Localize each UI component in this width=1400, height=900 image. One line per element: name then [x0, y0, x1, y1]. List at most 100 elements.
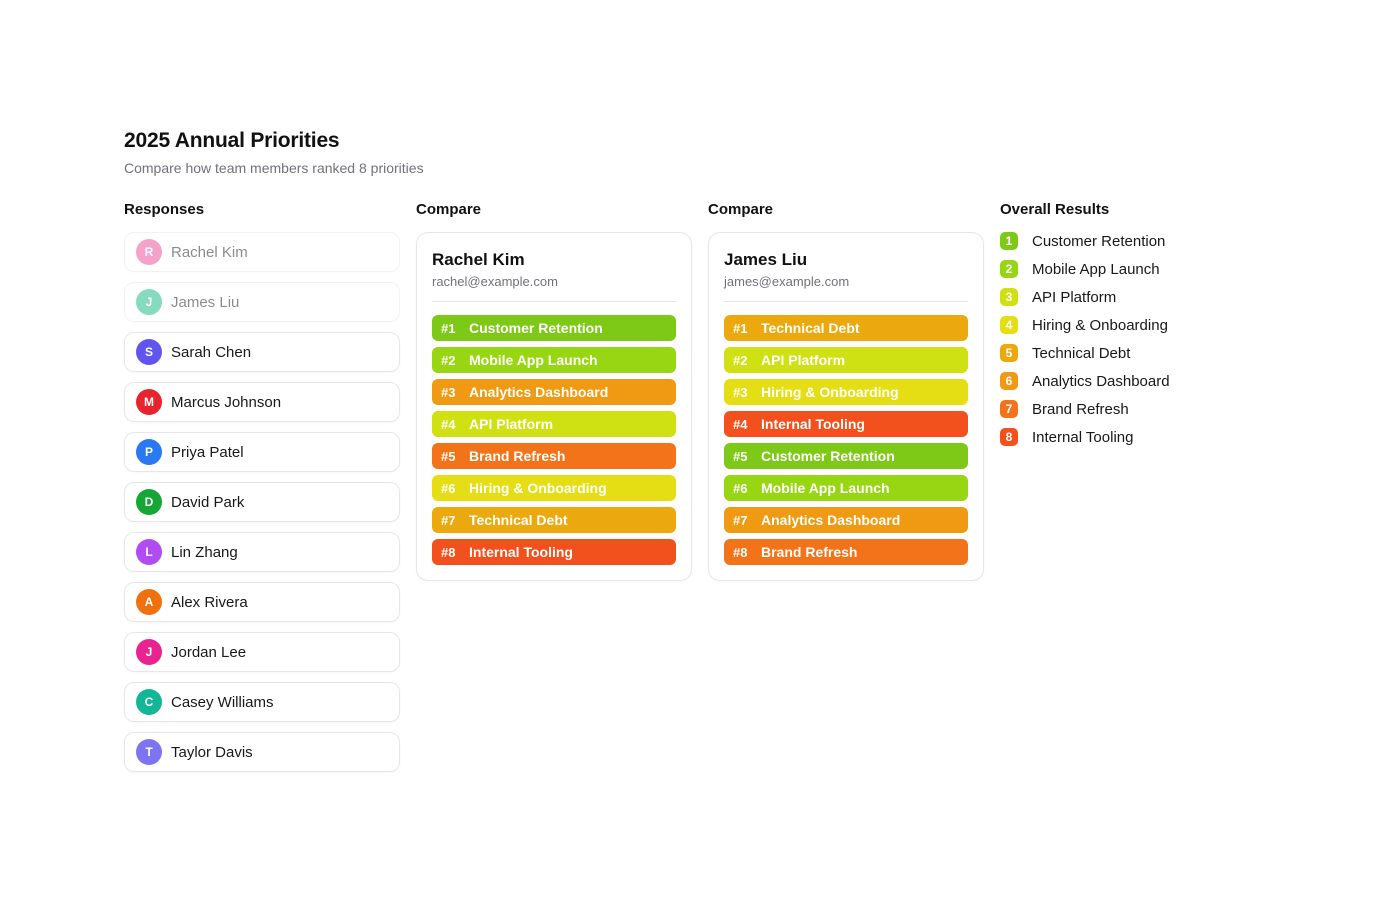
member-row-rachel-kim[interactable]: R Rachel Kim [124, 232, 400, 272]
priority-label: Brand Refresh [469, 448, 566, 464]
member-row-priya-patel[interactable]: P Priya Patel [124, 432, 400, 472]
overall-result-item: 2 Mobile App Launch [1000, 260, 1292, 278]
priority-label: Brand Refresh [1032, 400, 1129, 418]
priority-label: Internal Tooling [1032, 428, 1134, 446]
rank-number: #7 [733, 512, 748, 528]
member-list: R Rachel Kim J James Liu S Sarah Chen M … [124, 232, 400, 772]
rank-badge: 5 [1000, 344, 1018, 362]
priority-label: Customer Retention [761, 448, 895, 464]
member-name: Alex Rivera [171, 593, 248, 611]
rank-bar: #6 Hiring & Onboarding [432, 475, 676, 501]
overall-result-item: 8 Internal Tooling [1000, 428, 1292, 446]
priority-label: API Platform [761, 352, 846, 368]
rank-number: #7 [441, 512, 456, 528]
priority-label: Hiring & Onboarding [761, 384, 899, 400]
priority-label: Analytics Dashboard [761, 512, 901, 528]
member-row-james-liu[interactable]: J James Liu [124, 282, 400, 322]
rank-badge: 2 [1000, 260, 1018, 278]
rank-bar: #4 Internal Tooling [724, 411, 968, 437]
member-name: Priya Patel [171, 443, 244, 461]
member-name: Jordan Lee [171, 643, 247, 661]
rank-bar: #3 Hiring & Onboarding [724, 379, 968, 405]
avatar: R [136, 239, 162, 265]
member-row-marcus-johnson[interactable]: M Marcus Johnson [124, 382, 400, 422]
avatar: P [136, 439, 162, 465]
overall-result-item: 4 Hiring & Onboarding [1000, 316, 1292, 334]
rank-number: #2 [441, 352, 456, 368]
rank-number: #6 [733, 480, 748, 496]
compare-header-2: Compare [708, 201, 774, 218]
divider [724, 301, 968, 302]
overall-results-column: Overall Results 1 Customer Retention 2 M… [1000, 202, 1292, 456]
avatar: C [136, 689, 162, 715]
compare-column-1: Compare Rachel Kim rachel@example.com #1… [416, 202, 692, 581]
compare-column-2: Compare James Liu james@example.com #1 T… [708, 202, 984, 581]
rank-number: #5 [441, 448, 456, 464]
avatar: T [136, 739, 162, 765]
member-row-david-park[interactable]: D David Park [124, 482, 400, 522]
member-name: Casey Williams [171, 693, 274, 711]
avatar: A [136, 589, 162, 615]
priority-label: Brand Refresh [761, 544, 858, 560]
priority-label: API Platform [469, 416, 554, 432]
avatar: M [136, 389, 162, 415]
member-row-jordan-lee[interactable]: J Jordan Lee [124, 632, 400, 672]
rank-bar: #6 Mobile App Launch [724, 475, 968, 501]
rank-badge: 3 [1000, 288, 1018, 306]
rank-number: #8 [733, 544, 748, 560]
member-name: Sarah Chen [171, 343, 252, 361]
rank-bar: #8 Brand Refresh [724, 539, 968, 565]
member-name: James Liu [171, 293, 240, 311]
rank-number: #2 [733, 352, 748, 368]
member-row-casey-williams[interactable]: C Casey Williams [124, 682, 400, 722]
responses-column: Responses R Rachel Kim J James Liu S Sar… [124, 202, 400, 782]
compare-header-1: Compare [416, 201, 482, 218]
priority-label: Analytics Dashboard [1032, 372, 1170, 390]
member-row-lin-zhang[interactable]: L Lin Zhang [124, 532, 400, 572]
responses-header: Responses [124, 201, 205, 218]
priority-label: Hiring & Onboarding [1032, 316, 1168, 334]
member-name: Rachel Kim [171, 243, 248, 261]
rank-bar: #1 Technical Debt [724, 315, 968, 341]
rank-number: #3 [441, 384, 456, 400]
rank-number: #6 [441, 480, 456, 496]
avatar: S [136, 339, 162, 365]
divider [432, 301, 676, 302]
avatar: D [136, 489, 162, 515]
member-row-taylor-davis[interactable]: T Taylor Davis [124, 732, 400, 772]
overall-result-item: 1 Customer Retention [1000, 232, 1292, 250]
card-email: james@example.com [724, 274, 850, 289]
overall-result-item: 3 API Platform [1000, 288, 1292, 306]
rank-number: #8 [441, 544, 456, 560]
rank-badge: 4 [1000, 316, 1018, 334]
rank-badge: 1 [1000, 232, 1018, 250]
columns: Responses R Rachel Kim J James Liu S Sar… [124, 202, 1292, 782]
member-row-alex-rivera[interactable]: A Alex Rivera [124, 582, 400, 622]
rank-bar: #1 Customer Retention [432, 315, 676, 341]
ranking-list: #1 Technical Debt #2 API Platform #3 Hir… [724, 315, 968, 565]
rank-bar: #2 API Platform [724, 347, 968, 373]
member-name: Taylor Davis [171, 743, 253, 761]
priority-label: Mobile App Launch [1032, 260, 1160, 278]
card-name: James Liu [724, 250, 808, 269]
card-name: Rachel Kim [432, 250, 525, 269]
rank-bar: #5 Brand Refresh [432, 443, 676, 469]
rank-number: #3 [733, 384, 748, 400]
member-name: Marcus Johnson [171, 393, 282, 411]
overall-results-header: Overall Results [1000, 201, 1110, 218]
priority-label: Customer Retention [1032, 232, 1166, 250]
priority-label: Mobile App Launch [469, 352, 598, 368]
rank-number: #1 [441, 320, 456, 336]
page-subtitle: Compare how team members ranked 8 priori… [124, 160, 424, 176]
rank-number: #4 [441, 416, 456, 432]
overall-result-item: 7 Brand Refresh [1000, 400, 1292, 418]
priority-label: Hiring & Onboarding [469, 480, 607, 496]
priority-label: Mobile App Launch [761, 480, 890, 496]
member-row-sarah-chen[interactable]: S Sarah Chen [124, 332, 400, 372]
priority-label: Technical Debt [761, 320, 860, 336]
priority-label: Customer Retention [469, 320, 603, 336]
rank-badge: 6 [1000, 372, 1018, 390]
rank-bar: #7 Analytics Dashboard [724, 507, 968, 533]
member-name: Lin Zhang [171, 543, 238, 561]
